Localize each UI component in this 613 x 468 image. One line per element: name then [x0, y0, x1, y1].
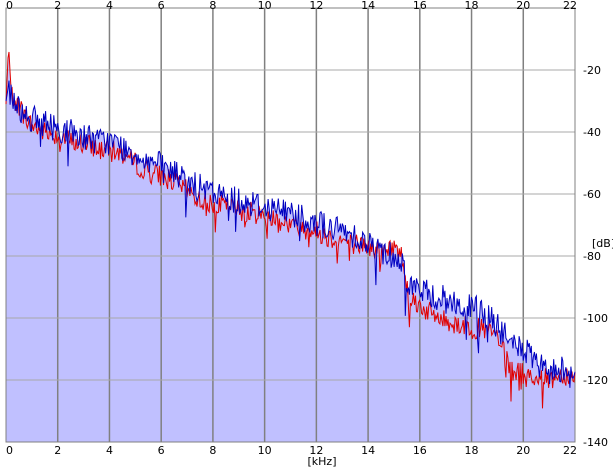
x-tick-top-6: 12 — [309, 0, 323, 12]
x-tick-top-5: 10 — [258, 0, 272, 12]
x-tick-labels-top: 0 2 4 6 8 10 12 14 16 18 20 22 — [6, 0, 577, 12]
x-axis-label: [kHz] — [308, 455, 337, 468]
y-tick-1: -40 — [583, 126, 601, 139]
x-tick-top-1: 2 — [54, 0, 61, 12]
y-tick-labels: -20 -40 -60 -80 -100 -120 -140 — [583, 64, 608, 449]
y-axis-label: [dB] — [592, 237, 613, 250]
x-tick-bottom-6: 12 — [309, 444, 323, 457]
x-tick-top-3: 6 — [158, 0, 165, 12]
x-tick-labels-bottom: 0 2 4 6 8 10 12 14 16 18 20 22 — [6, 444, 577, 457]
plot-border — [5, 7, 576, 443]
y-tick-4: -100 — [583, 312, 608, 325]
x-tick-bottom-1: 2 — [54, 444, 61, 457]
x-tick-bottom-3: 6 — [158, 444, 165, 457]
x-tick-top-10: 20 — [516, 0, 530, 12]
y-tick-3: -80 — [583, 250, 601, 263]
x-tick-bottom-7: 14 — [361, 444, 375, 457]
x-tick-bottom-0: 0 — [6, 444, 13, 457]
series-layer — [5, 51, 576, 409]
y-tick-6: -140 — [583, 436, 608, 449]
x-tick-top-8: 16 — [413, 0, 427, 12]
y-tick-5: -120 — [583, 374, 608, 387]
series-line-0 — [5, 51, 576, 409]
x-tick-top-4: 8 — [209, 0, 216, 12]
x-tick-top-11: 22 — [563, 0, 577, 12]
x-tick-top-2: 4 — [106, 0, 113, 12]
x-tick-bottom-9: 18 — [465, 444, 479, 457]
grid-lines — [6, 8, 575, 442]
series-line-1 — [5, 80, 576, 388]
x-tick-top-9: 18 — [465, 0, 479, 12]
x-tick-bottom-11: 22 — [563, 444, 577, 457]
x-tick-bottom-5: 10 — [258, 444, 272, 457]
x-tick-top-0: 0 — [6, 0, 13, 12]
x-tick-bottom-8: 16 — [413, 444, 427, 457]
y-tick-0: -20 — [583, 64, 601, 77]
x-tick-top-7: 14 — [361, 0, 375, 12]
x-tick-bottom-2: 4 — [106, 444, 113, 457]
y-tick-2: -60 — [583, 188, 601, 201]
x-tick-bottom-10: 20 — [516, 444, 530, 457]
spectrum-area-fill — [6, 52, 575, 442]
x-tick-bottom-4: 8 — [209, 444, 216, 457]
